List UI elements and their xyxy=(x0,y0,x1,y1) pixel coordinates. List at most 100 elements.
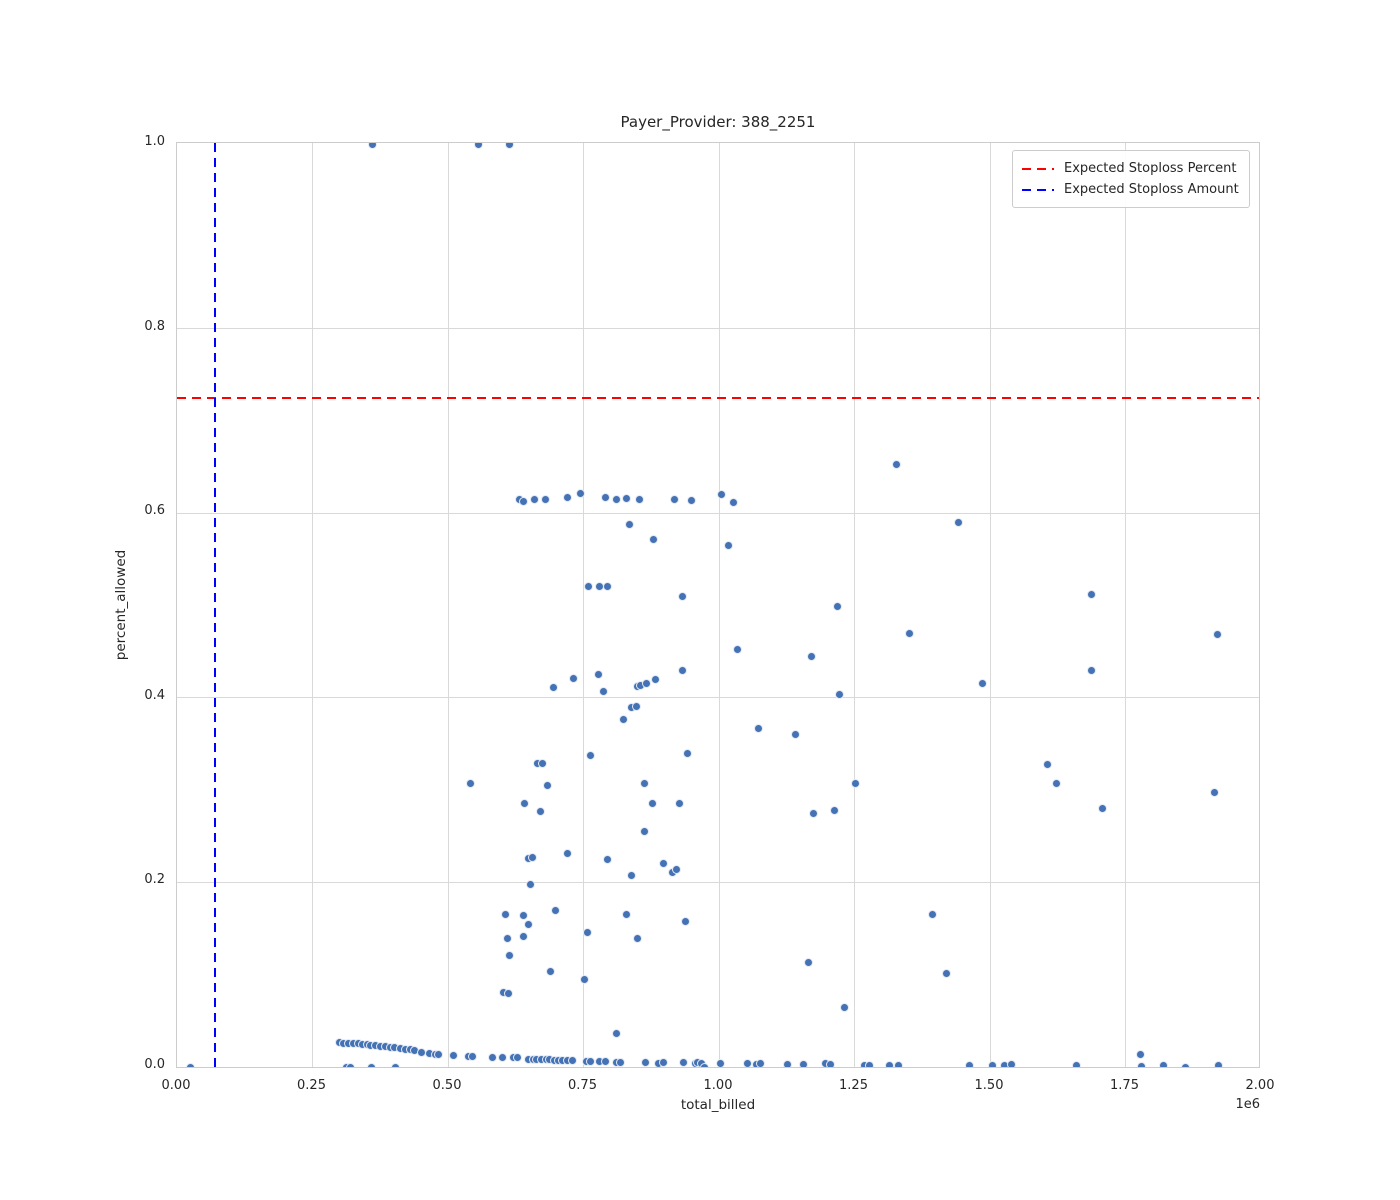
scatter-point xyxy=(449,1051,459,1061)
scatter-point xyxy=(724,541,734,550)
stoploss-amount-line xyxy=(213,143,216,1067)
scatter-point xyxy=(716,490,726,500)
scatter-point xyxy=(687,495,697,505)
gridline-x xyxy=(854,143,855,1067)
scatter-point xyxy=(616,1057,626,1067)
scatter-point xyxy=(753,723,763,733)
scatter-point xyxy=(622,910,632,920)
y-tick-label: 1.0 xyxy=(144,134,165,149)
y-tick-label: 0.2 xyxy=(144,872,165,888)
scatter-point xyxy=(728,497,738,507)
y-tick-label: 0.0 xyxy=(144,1057,165,1072)
scatter-point xyxy=(529,494,539,504)
y-tick-label: 0.4 xyxy=(144,687,165,703)
scatter-point xyxy=(538,758,548,768)
scatter-point xyxy=(1159,1060,1169,1067)
scatter-point xyxy=(624,519,634,529)
x-tick-label: 0.00 xyxy=(161,1078,191,1093)
scatter-point xyxy=(953,517,963,527)
scatter-point xyxy=(504,950,514,960)
scatter-point xyxy=(648,798,658,808)
scatter-point xyxy=(743,1058,753,1067)
scatter-point xyxy=(1212,629,1222,639)
scatter-point xyxy=(1209,788,1219,798)
scatter-point xyxy=(603,581,613,591)
gridline-y xyxy=(177,881,1259,883)
scatter-point xyxy=(679,1057,689,1067)
scatter-point xyxy=(501,910,511,920)
scatter-point xyxy=(622,493,632,503)
scatter-point xyxy=(505,143,515,149)
scatter-point xyxy=(1043,759,1053,769)
scatter-point xyxy=(601,493,611,502)
scatter-point xyxy=(641,1057,651,1067)
scatter-point xyxy=(659,1057,669,1067)
scatter-point xyxy=(669,494,679,504)
scatter-point xyxy=(540,494,550,504)
scatter-point xyxy=(700,1062,710,1067)
scatter-point xyxy=(626,870,636,880)
scatter-point xyxy=(543,780,553,790)
scatter-point xyxy=(804,958,814,968)
scatter-point xyxy=(611,1029,621,1039)
scatter-point xyxy=(474,143,484,149)
scatter-point xyxy=(503,988,513,998)
legend: Expected Stoploss Percent Expected Stoplo… xyxy=(1012,150,1250,208)
scatter-point xyxy=(346,1062,356,1067)
scatter-point xyxy=(791,730,801,740)
scatter-point xyxy=(835,689,845,699)
chart-title: Payer_Provider: 388_2251 xyxy=(620,113,816,131)
scatter-point xyxy=(563,849,573,859)
scatter-point xyxy=(513,1053,523,1063)
scatter-point xyxy=(551,905,561,915)
scatter-point xyxy=(733,645,743,655)
scatter-point xyxy=(579,974,589,984)
scatter-point xyxy=(593,670,603,680)
gridline-x xyxy=(989,143,991,1067)
x-tick-label: 1.50 xyxy=(974,1078,1004,1093)
scatter-point xyxy=(783,1059,793,1067)
scatter-point xyxy=(600,1056,610,1066)
scatter-point xyxy=(1006,1059,1016,1067)
scatter-point xyxy=(635,494,645,504)
y-axis-label: percent_allowed xyxy=(113,549,129,661)
scatter-point xyxy=(519,932,529,942)
scatter-point xyxy=(498,1053,508,1063)
scatter-point xyxy=(585,751,595,761)
legend-entry-label: Expected Stoploss Amount xyxy=(1064,182,1239,197)
scatter-point xyxy=(519,911,529,921)
scatter-point xyxy=(756,1058,766,1067)
scatter-point xyxy=(618,714,628,724)
scatter-point xyxy=(584,581,594,591)
scatter-point xyxy=(798,1059,808,1067)
gridline-x xyxy=(718,143,720,1067)
gridline-y xyxy=(177,697,1259,699)
scatter-point xyxy=(631,701,641,711)
scatter-point xyxy=(366,1062,376,1067)
scatter-point xyxy=(642,678,652,688)
scatter-point xyxy=(894,1060,904,1067)
scatter-point xyxy=(825,1059,835,1067)
scatter-point xyxy=(675,799,685,809)
scatter-point xyxy=(639,779,649,789)
x-tick-label: 2.00 xyxy=(1245,1078,1275,1093)
scatter-point xyxy=(1213,1060,1223,1067)
legend-entry-label: Expected Stoploss Percent xyxy=(1064,161,1237,176)
scatter-point xyxy=(1098,804,1108,814)
x-tick-label: 1.75 xyxy=(1110,1078,1139,1093)
scatter-point xyxy=(563,493,573,502)
scatter-point xyxy=(569,673,579,683)
scatter-point xyxy=(185,1062,195,1067)
scatter-point xyxy=(546,966,556,976)
scatter-point xyxy=(520,798,530,808)
scatter-point xyxy=(941,969,951,979)
scatter-point xyxy=(488,1053,498,1063)
scatter-point xyxy=(892,459,902,469)
scatter-point xyxy=(650,674,660,684)
y-tick-label: 0.8 xyxy=(144,318,165,334)
scatter-point xyxy=(598,686,608,696)
gridline-y xyxy=(177,328,1259,330)
scatter-point xyxy=(434,1049,444,1059)
scatter-point xyxy=(715,1058,725,1067)
